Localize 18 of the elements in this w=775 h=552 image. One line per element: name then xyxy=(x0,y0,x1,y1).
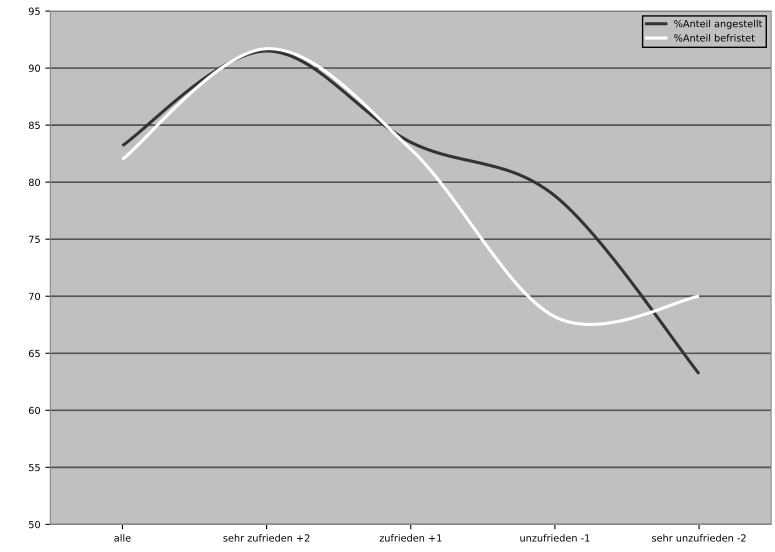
legend-label: %Anteil angestellt xyxy=(674,20,762,30)
y-tick-label: 80 xyxy=(28,178,40,186)
y-tick-label: 95 xyxy=(28,8,40,15)
y-tick-label: 90 xyxy=(28,64,40,72)
x-tick-label: zufrieden +1 xyxy=(380,534,442,542)
y-tick-label: 70 xyxy=(29,292,40,300)
y-tick-label: 55 xyxy=(29,464,40,472)
x-tick-label: unzufrieden -1 xyxy=(520,534,590,542)
legend-label: %Anteil befristet xyxy=(674,34,755,42)
x-tick-label: sehr zufrieden +2 xyxy=(223,534,310,542)
y-tick-label: 75 xyxy=(29,236,40,244)
line-series xyxy=(120,49,701,376)
x-tick-label: sehr unzufrieden -2 xyxy=(652,534,746,542)
y-tick-label: 50 xyxy=(29,520,40,528)
y-tick-label: 85 xyxy=(28,122,40,129)
y-tick-label: 60 xyxy=(28,406,40,414)
y-tick-label: 65 xyxy=(28,350,40,358)
x-tick-label: alle xyxy=(114,534,131,542)
